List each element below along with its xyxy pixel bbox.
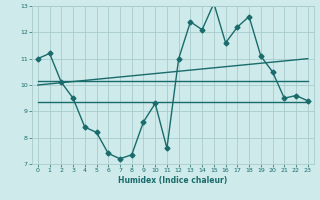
X-axis label: Humidex (Indice chaleur): Humidex (Indice chaleur) (118, 176, 228, 185)
